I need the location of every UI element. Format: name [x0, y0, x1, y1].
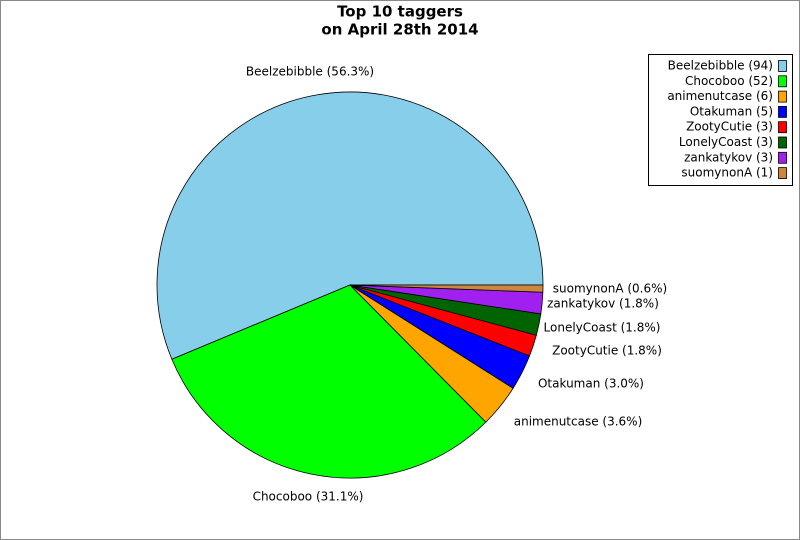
slice-label: animenutcase (3.6%): [514, 415, 643, 429]
pie-slice: [349, 284, 544, 293]
legend-swatch: [778, 151, 787, 164]
slice-label: Beelzebibble (56.3%): [246, 65, 374, 79]
legend-swatch: [778, 60, 787, 72]
slice-label: Otakuman (3.0%): [538, 377, 644, 391]
legend-label: suomynonA (1): [681, 166, 773, 180]
legend-swatch: [778, 121, 787, 134]
legend-label: zankatykov (3): [684, 150, 773, 164]
legend-label: Otakuman (5): [690, 104, 773, 118]
legend-swatch: [778, 90, 787, 103]
pie-slice: [171, 284, 487, 479]
chart-subtitle: on April 28th 2014: [321, 21, 478, 39]
slice-label: Chocoboo (31.1%): [253, 490, 364, 504]
legend-label: animenutcase (6): [667, 89, 773, 103]
legend-label: LonelyCoast (3): [679, 135, 773, 149]
slice-label: LonelyCoast (1.8%): [544, 321, 661, 335]
chart-title: Top 10 taggers: [337, 3, 463, 21]
legend-label: Chocoboo (52): [685, 74, 773, 88]
legend-swatch: [778, 136, 787, 149]
slice-label: zankatykov (1.8%): [547, 297, 659, 311]
legend-swatch: [778, 167, 787, 180]
legend-label: ZootyCutie (3): [686, 120, 773, 134]
slice-label: suomynonA (0.6%): [553, 282, 667, 296]
legend-label: Beelzebibble (94): [668, 59, 773, 73]
legend-box: [648, 54, 793, 186]
slice-label: ZootyCutie (1.8%): [552, 344, 662, 358]
legend-swatch: [778, 75, 787, 88]
pie-slice: [156, 91, 544, 360]
legend-swatch: [778, 106, 787, 118]
